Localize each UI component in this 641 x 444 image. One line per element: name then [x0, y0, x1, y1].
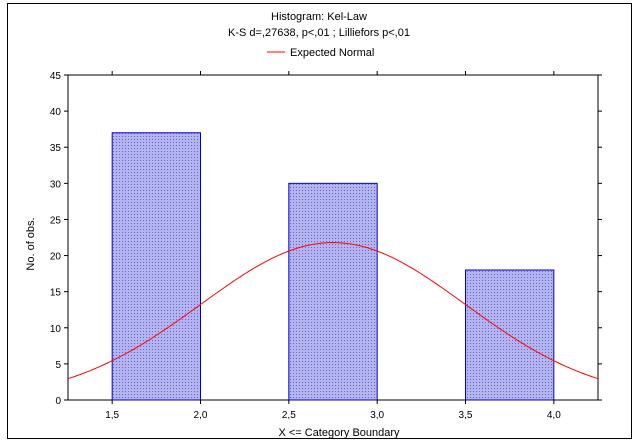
x-axis-label: X <= Category Boundary: [278, 427, 400, 439]
chart-frame: Histogram: Kel-Law K-S d=,27638, p<,01 ;…: [7, 3, 632, 439]
y-tick-label: 40: [50, 107, 62, 118]
y-tick-label: 25: [50, 215, 62, 226]
y-tick-label: 20: [50, 252, 62, 263]
x-tick-label: 4,0: [547, 410, 561, 421]
x-tick-label: 3,0: [370, 410, 384, 421]
y-tick-label: 0: [55, 396, 61, 407]
y-tick-label: 30: [50, 179, 62, 190]
y-tick-label: 35: [50, 143, 62, 154]
histogram-bar-2: [288, 182, 378, 401]
histogram-bar-1: [111, 132, 201, 401]
y-tick-label: 15: [50, 288, 62, 299]
y-axis-label: No. of obs.: [25, 217, 37, 270]
x-tick-label: 2,5: [282, 410, 296, 421]
legend-label: Expected Normal: [290, 47, 374, 59]
x-tick-label: 1,5: [105, 410, 119, 421]
histogram-chart: Histogram: Kel-Law K-S d=,27638, p<,01 ;…: [25, 11, 602, 439]
y-tick-label: 5: [55, 360, 61, 371]
y-tick-label: 45: [50, 71, 62, 82]
chart-title: Histogram: Kel-Law: [271, 11, 367, 23]
x-tick-label: 2,0: [194, 410, 208, 421]
chart-subtitle: K-S d=,27638, p<,01 ; Lilliefors p<,01: [228, 27, 410, 39]
y-tick-label: 10: [50, 324, 62, 335]
x-tick-label: 3,5: [459, 410, 473, 421]
expected-normal-curve: [67, 242, 599, 380]
